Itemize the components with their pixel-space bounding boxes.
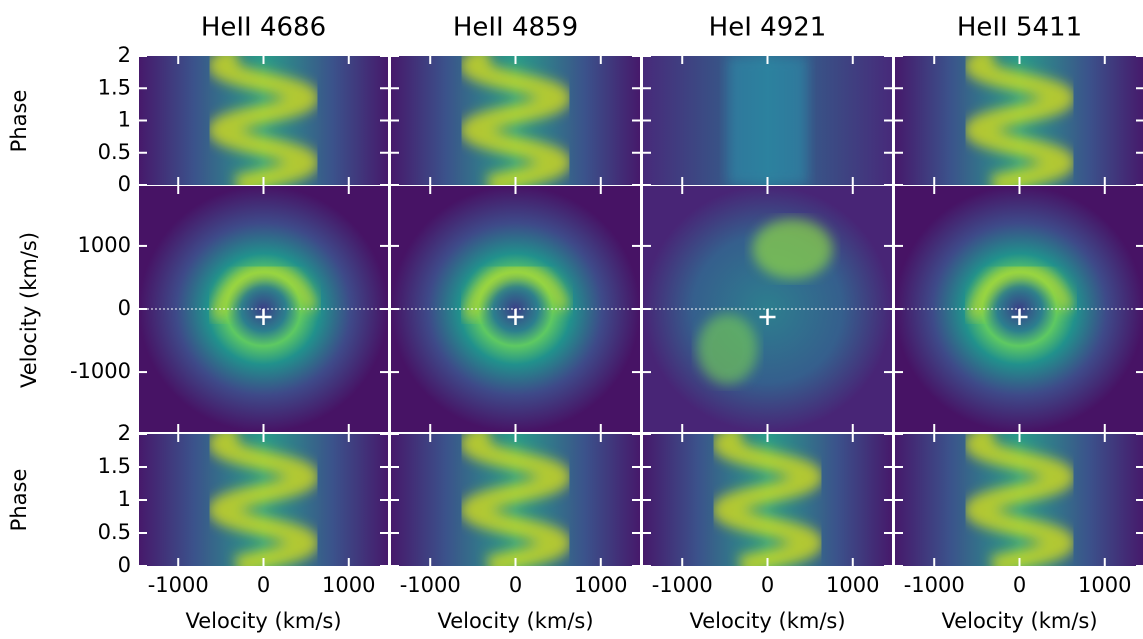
x-axis-label: Velocity (km/s) (689, 609, 845, 633)
x-tick-label: -1000 (148, 573, 209, 597)
x-axis-label: Velocity (km/s) (437, 609, 593, 633)
panel (391, 56, 640, 185)
emission-spot (697, 314, 758, 384)
x-tick-label: -1000 (400, 573, 461, 597)
emission-band (727, 56, 808, 185)
emission-wave (710, 434, 825, 566)
y-tick-label: 0 (118, 553, 131, 577)
x-tick-label: 1000 (322, 573, 375, 597)
y-tick-label: 0.5 (98, 140, 131, 164)
y-tick-label: 0 (118, 172, 131, 196)
y-tick-label: 0 (118, 296, 131, 320)
x-axis-label: Velocity (km/s) (185, 609, 341, 633)
y-tick-label: 1 (118, 487, 131, 511)
velocity-axis-label: Velocity (km/s) (17, 232, 41, 388)
y-tick-label: -1000 (70, 359, 131, 383)
y-tick-label: 0.5 (98, 520, 131, 544)
y-tick-label: 2 (118, 421, 131, 445)
center-cross (759, 309, 776, 325)
panel (139, 56, 388, 185)
panel (895, 56, 1143, 185)
column-title: HeII 4859 (453, 13, 578, 43)
emission-wave (206, 434, 321, 566)
emission-arc (966, 263, 1076, 321)
center-cross (1011, 309, 1028, 325)
y-tick-label: 2 (118, 43, 131, 67)
x-tick-label: 1000 (826, 573, 879, 597)
emission-arc (462, 263, 572, 321)
panel (391, 434, 640, 566)
emission-wave (206, 56, 321, 185)
column-title: HeII 4686 (201, 13, 326, 43)
emission-wave (962, 56, 1077, 185)
y-tick-label: 1000 (78, 233, 131, 257)
x-tick-label: 0 (257, 573, 270, 597)
column-title: HeII 5411 (957, 13, 1082, 43)
y-tick-label: 1.5 (98, 75, 131, 99)
x-tick-label: 0 (509, 573, 522, 597)
panel (895, 434, 1143, 566)
panel (643, 434, 892, 566)
emission-arc (210, 263, 320, 321)
x-tick-label: -1000 (652, 573, 713, 597)
center-cross (507, 309, 524, 325)
phase-axis-label: Phase (7, 469, 31, 532)
phase-axis-label: Phase (7, 90, 31, 153)
x-tick-label: 1000 (574, 573, 627, 597)
x-axis-label: Velocity (km/s) (941, 609, 1097, 633)
x-tick-label: 0 (1013, 573, 1026, 597)
x-tick-label: -1000 (904, 573, 965, 597)
column-title: HeI 4921 (709, 13, 827, 43)
x-tick-label: 0 (761, 573, 774, 597)
emission-spot (752, 219, 833, 279)
panel (643, 56, 892, 185)
y-tick-label: 1 (118, 108, 131, 132)
y-tick-label: 1.5 (98, 454, 131, 478)
x-tick-label: 1000 (1078, 573, 1131, 597)
center-cross (255, 309, 272, 325)
emission-wave (458, 434, 573, 566)
panel (139, 434, 388, 566)
emission-wave (962, 434, 1077, 566)
emission-wave (458, 56, 573, 185)
